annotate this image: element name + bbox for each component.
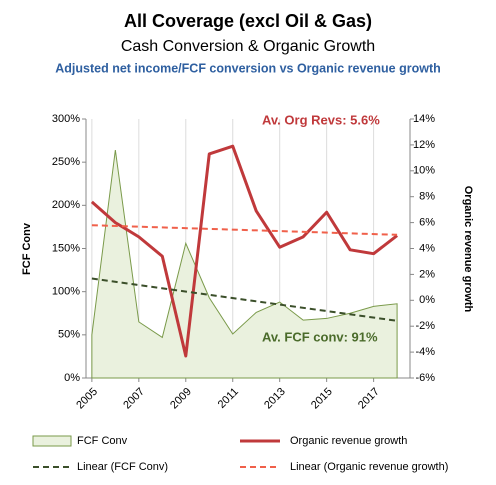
annotation: Av. FCF conv: 91% [262, 329, 378, 344]
y-tick-label: 50% [58, 329, 80, 341]
x-tick-label: 2015 [309, 386, 335, 412]
chart-subtitle2: Adjusted net income/FCF conversion vs Or… [55, 61, 441, 75]
legend-label: Linear (FCF Conv) [77, 461, 168, 473]
y2-tick-label: 6% [419, 217, 435, 229]
y-tick-label: 0% [64, 372, 80, 384]
area [91, 150, 398, 379]
y-tick-label: 300% [52, 113, 80, 125]
y2-tick-label: 0% [419, 294, 435, 306]
y2-tick-label: 14% [413, 113, 435, 125]
y-tick-label: 250% [52, 156, 80, 168]
y2-tick-label: -6% [415, 372, 435, 384]
x-tick-label: 2007 [121, 386, 147, 412]
x-tick-label: 2013 [262, 386, 288, 412]
x-tick-label: 2005 [74, 386, 100, 412]
y2-axis-label: Organic revenue growth [462, 186, 474, 313]
y2-tick-label: 10% [413, 165, 435, 177]
y-tick-label: 100% [52, 286, 80, 298]
legend-label: FCF Conv [77, 435, 128, 447]
line [90, 144, 399, 358]
legend-swatch [32, 435, 72, 447]
x-tick-label: 2017 [356, 386, 382, 412]
trendline [91, 277, 398, 322]
y-axis-label: FCF Conv [21, 222, 33, 275]
y-tick-label: 150% [52, 242, 80, 254]
legend-label: Organic revenue growth [290, 435, 407, 447]
legend-label: Linear (Organic revenue growth) [290, 461, 448, 473]
chart-title: All Coverage (excl Oil & Gas) [124, 11, 372, 31]
y2-tick-label: 8% [419, 191, 435, 203]
y2-tick-label: 12% [413, 139, 435, 151]
annotation: Av. Org Revs: 5.6% [262, 112, 380, 127]
x-tick-label: 2011 [216, 386, 241, 411]
trendline [91, 224, 398, 236]
chart-subtitle: Cash Conversion & Organic Growth [121, 38, 375, 55]
y-tick-label: 200% [52, 199, 80, 211]
y2-tick-label: -4% [415, 346, 435, 358]
y2-tick-label: 2% [419, 268, 435, 280]
y2-tick-label: -2% [415, 320, 435, 332]
x-tick-label: 2009 [168, 386, 194, 412]
y2-tick-label: 4% [419, 242, 435, 254]
